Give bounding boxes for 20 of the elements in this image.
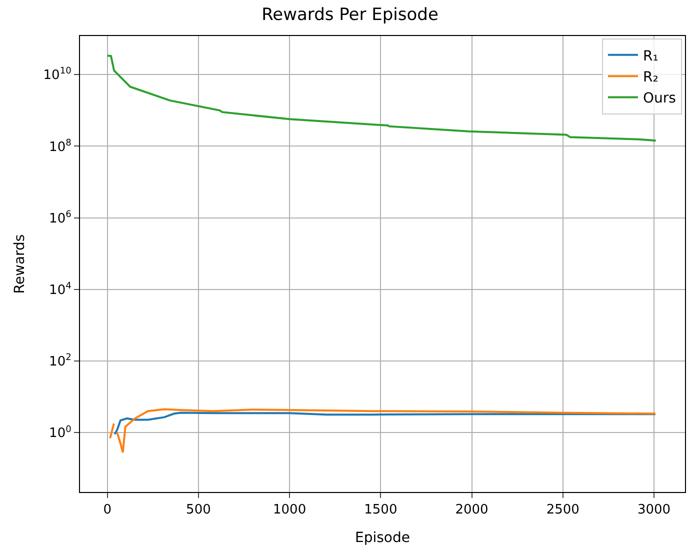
y-tick-label: 10$^{6}$	[49, 210, 72, 226]
x-tick-label: 2000	[455, 502, 488, 518]
y-axis-title: Rewards	[12, 234, 28, 294]
x-tick-label: 1500	[364, 502, 398, 518]
chart-title: Rewards Per Episode	[262, 5, 438, 26]
x-tick-label: 500	[186, 502, 211, 518]
x-axis-title: Episode	[355, 530, 410, 546]
x-tick-label: 1000	[273, 502, 306, 518]
y-tick-label: 10$^{2}$	[49, 353, 72, 370]
legend-label: Ours	[642, 90, 676, 107]
x-tick-label: 3000	[637, 502, 671, 518]
x-tick-label: 0	[103, 502, 112, 518]
y-tick-label: 10$^{10}$	[43, 66, 72, 84]
x-tick-label: 2500	[546, 502, 580, 518]
y-tick-label: 10$^{8}$	[49, 138, 72, 155]
legend-label: R₁	[642, 48, 658, 64]
y-tick-label: 10$^{4}$	[49, 282, 72, 298]
y-tick-label: 10$^{0}$	[49, 424, 72, 442]
line-series	[114, 412, 656, 436]
legend-label: R₂	[642, 70, 658, 86]
